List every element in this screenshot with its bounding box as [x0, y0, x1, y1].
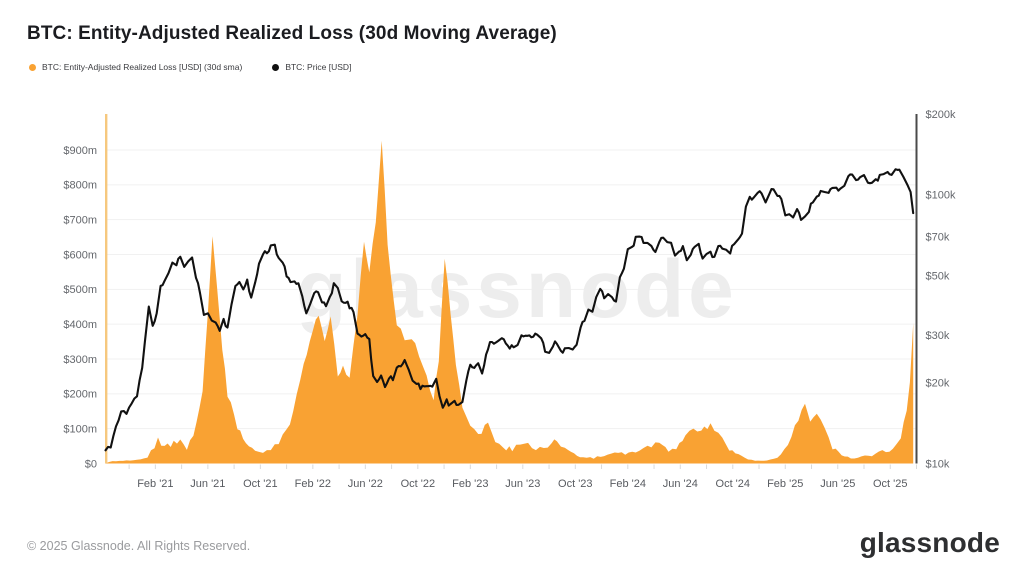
x-axis-label: Oct '25	[873, 478, 908, 490]
x-axis-label: Feb '24	[610, 478, 646, 490]
x-axis-ticks	[128, 464, 917, 469]
y-axis-label-left: $800m	[63, 180, 97, 192]
x-axis-label: Oct '24	[716, 478, 751, 490]
y-axis-label-left: $200m	[63, 389, 97, 401]
price-line-series	[104, 168, 915, 452]
y-axis-label-right: $20k	[926, 377, 950, 389]
y-axis-label-left: $300m	[63, 354, 97, 366]
y-axis-label-left: $700m	[63, 214, 97, 226]
x-axis-label: Jun '22	[348, 478, 383, 490]
legend-item-realized-loss[interactable]: BTC: Entity-Adjusted Realized Loss [USD]…	[29, 62, 242, 72]
y-axis-label-right: $100k	[926, 190, 956, 202]
y-axis-label-left: $500m	[63, 284, 97, 296]
x-axis-label: Feb '23	[452, 478, 488, 490]
legend-dot-orange-icon	[29, 63, 36, 71]
x-axis-label: Jun '21	[190, 478, 225, 490]
y-axis-label-right: $200k	[926, 109, 956, 121]
x-axis-label: Jun '25	[820, 478, 855, 490]
y-axis-label-left: $100m	[63, 423, 97, 435]
legend-item-price[interactable]: BTC: Price [USD]	[272, 62, 351, 72]
glassnode-logo: glassnode	[859, 527, 1000, 558]
x-axis-label: Feb '22	[295, 478, 331, 490]
x-axis-label: Jun '23	[505, 478, 540, 490]
legend-label-price: BTC: Price [USD]	[285, 62, 352, 72]
y-axis-label-left: $600m	[63, 249, 97, 261]
y-axis-label-left: $400m	[63, 319, 97, 331]
x-axis-label: Feb '25	[767, 478, 803, 490]
grid-lines	[105, 149, 916, 430]
page-title: BTC: Entity-Adjusted Realized Loss (30d …	[27, 23, 557, 44]
x-axis-label: Oct '22	[401, 478, 436, 490]
y-axis-label-right: $10k	[926, 458, 950, 470]
y-axis-labels-right: $10k $20k $30k $50k $70k $100k $200k	[926, 109, 956, 470]
y-axis-label-right: $70k	[926, 231, 950, 243]
legend-label-realized-loss: BTC: Entity-Adjusted Realized Loss [USD]…	[42, 62, 243, 72]
y-axis-label-left: $0	[85, 458, 97, 470]
copyright-text: © 2025 Glassnode. All Rights Reserved.	[27, 539, 251, 553]
x-axis-label: Oct '23	[558, 478, 593, 490]
x-axis-label: Feb '21	[137, 478, 173, 490]
x-axis-label: Oct '21	[243, 478, 278, 490]
x-axis-label: Jun '24	[663, 478, 698, 490]
y-axis-label-left: $900m	[63, 145, 97, 157]
y-axis-labels-left: $0 $100m $200m $300m $400m $500m $600m $700m $80…	[63, 145, 97, 470]
loss-area-series	[105, 140, 914, 464]
y-axis-label-right: $30k	[926, 330, 950, 342]
y-axis-label-right: $50k	[926, 271, 950, 283]
x-axis-labels: Feb '21 Jun '21 Oct '21 Feb '22 Jun '22 Oct '…	[137, 478, 907, 490]
legend-dot-black-icon	[272, 63, 280, 71]
chart-legend: BTC: Entity-Adjusted Realized Loss [USD]…	[29, 62, 351, 72]
